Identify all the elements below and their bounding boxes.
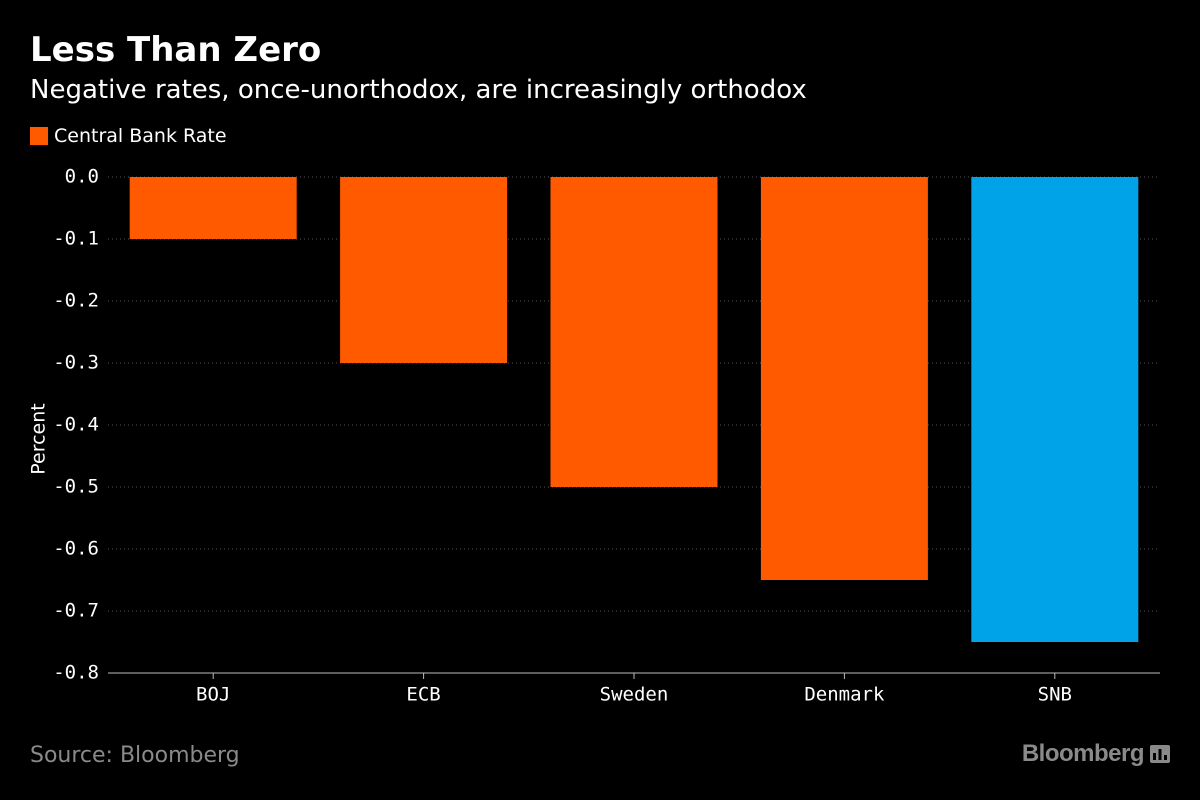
y-tick-label: -0.5 bbox=[53, 476, 99, 498]
bar-sweden bbox=[550, 177, 718, 487]
legend-label: Central Bank Rate bbox=[54, 125, 227, 147]
chart-title: Less Than Zero bbox=[30, 30, 322, 70]
y-tick-label: -0.8 bbox=[53, 662, 99, 684]
y-tick-label: -0.3 bbox=[53, 352, 99, 374]
bar-denmark bbox=[760, 177, 928, 580]
source-note: Source: Bloomberg bbox=[30, 743, 240, 768]
y-tick-label: -0.1 bbox=[53, 228, 99, 250]
y-tick-label: -0.7 bbox=[53, 600, 99, 622]
x-tick-label: BOJ bbox=[196, 684, 230, 706]
x-tick-label: SNB bbox=[1038, 684, 1072, 706]
x-tick-label: ECB bbox=[406, 684, 440, 706]
chart-subtitle: Negative rates, once-unorthodox, are inc… bbox=[30, 75, 807, 105]
x-tick-label: Denmark bbox=[804, 684, 885, 706]
y-tick-label: -0.2 bbox=[53, 290, 99, 312]
brand-logo: Bloomberg bbox=[1022, 740, 1170, 768]
legend: Central Bank Rate bbox=[30, 124, 227, 148]
brand-name: Bloomberg bbox=[1021, 740, 1145, 767]
bar-ecb bbox=[340, 177, 508, 363]
y-tick-label: -0.6 bbox=[53, 538, 99, 560]
y-axis-label: Percent bbox=[28, 403, 50, 475]
bloomberg-chart-icon bbox=[1150, 745, 1170, 763]
legend-swatch bbox=[30, 127, 48, 145]
bar-boj bbox=[129, 177, 297, 239]
bar-snb bbox=[971, 177, 1139, 642]
y-tick-label: -0.4 bbox=[53, 414, 99, 436]
x-tick-label: Sweden bbox=[600, 684, 669, 706]
y-tick-label: 0.0 bbox=[65, 166, 99, 188]
